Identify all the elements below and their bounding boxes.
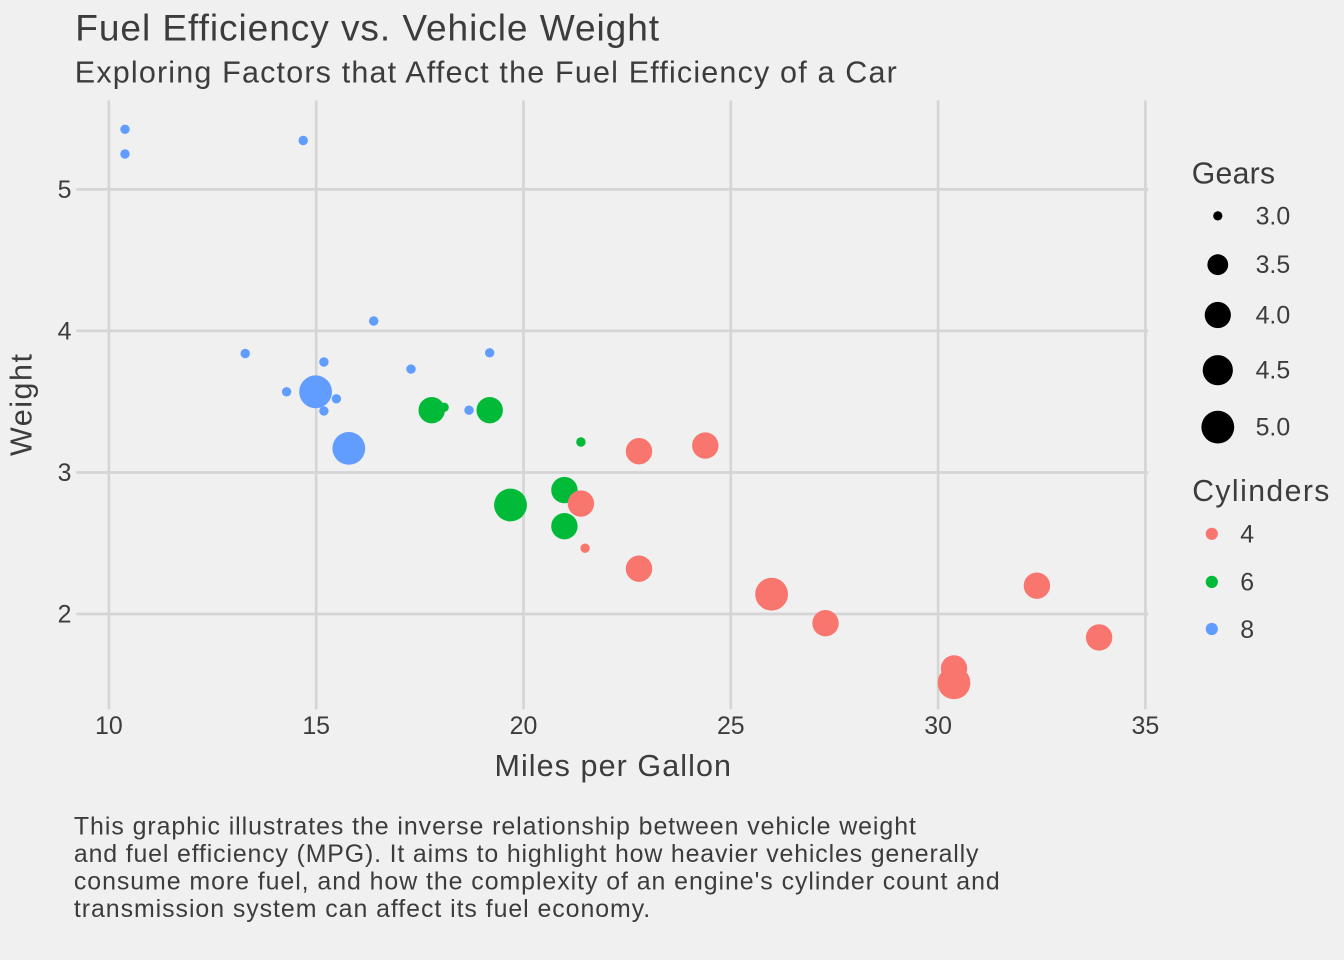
svg-text:Fuel Efficiency vs. Vehicle We: Fuel Efficiency vs. Vehicle Weight <box>75 6 659 48</box>
svg-text:Miles per Gallon: Miles per Gallon <box>494 749 731 783</box>
svg-text:35: 35 <box>1132 712 1160 740</box>
svg-text:transmission system can affect: transmission system can affect its fuel … <box>74 895 650 923</box>
svg-text:4: 4 <box>1240 521 1254 549</box>
svg-text:30: 30 <box>924 712 952 740</box>
svg-text:This graphic illustrates the i: This graphic illustrates the inverse rel… <box>74 812 916 840</box>
svg-text:20: 20 <box>510 712 538 740</box>
svg-text:5.0: 5.0 <box>1256 414 1291 442</box>
svg-text:Exploring Factors that Affect: Exploring Factors that Affect the Fuel E… <box>75 56 897 90</box>
svg-text:consume more fuel, and how the: consume more fuel, and how the complexit… <box>74 867 1000 895</box>
svg-text:5: 5 <box>58 176 72 204</box>
svg-text:3.5: 3.5 <box>1256 251 1291 279</box>
svg-text:8: 8 <box>1240 616 1254 644</box>
svg-text:4: 4 <box>58 317 72 345</box>
svg-text:and fuel efficiency (MPG). It: and fuel efficiency (MPG). It aims to hi… <box>74 840 979 868</box>
svg-text:10: 10 <box>95 712 123 740</box>
svg-text:25: 25 <box>717 712 745 740</box>
svg-text:Cylinders: Cylinders <box>1192 475 1329 508</box>
svg-text:6: 6 <box>1240 569 1254 597</box>
svg-text:4.0: 4.0 <box>1256 302 1291 330</box>
svg-text:3.0: 3.0 <box>1256 202 1291 230</box>
svg-text:2: 2 <box>58 601 72 629</box>
svg-text:15: 15 <box>302 712 330 740</box>
svg-text:3: 3 <box>58 459 72 487</box>
svg-text:Gears: Gears <box>1192 158 1275 191</box>
svg-text:4.5: 4.5 <box>1256 357 1291 385</box>
svg-text:Weight: Weight <box>5 353 39 456</box>
